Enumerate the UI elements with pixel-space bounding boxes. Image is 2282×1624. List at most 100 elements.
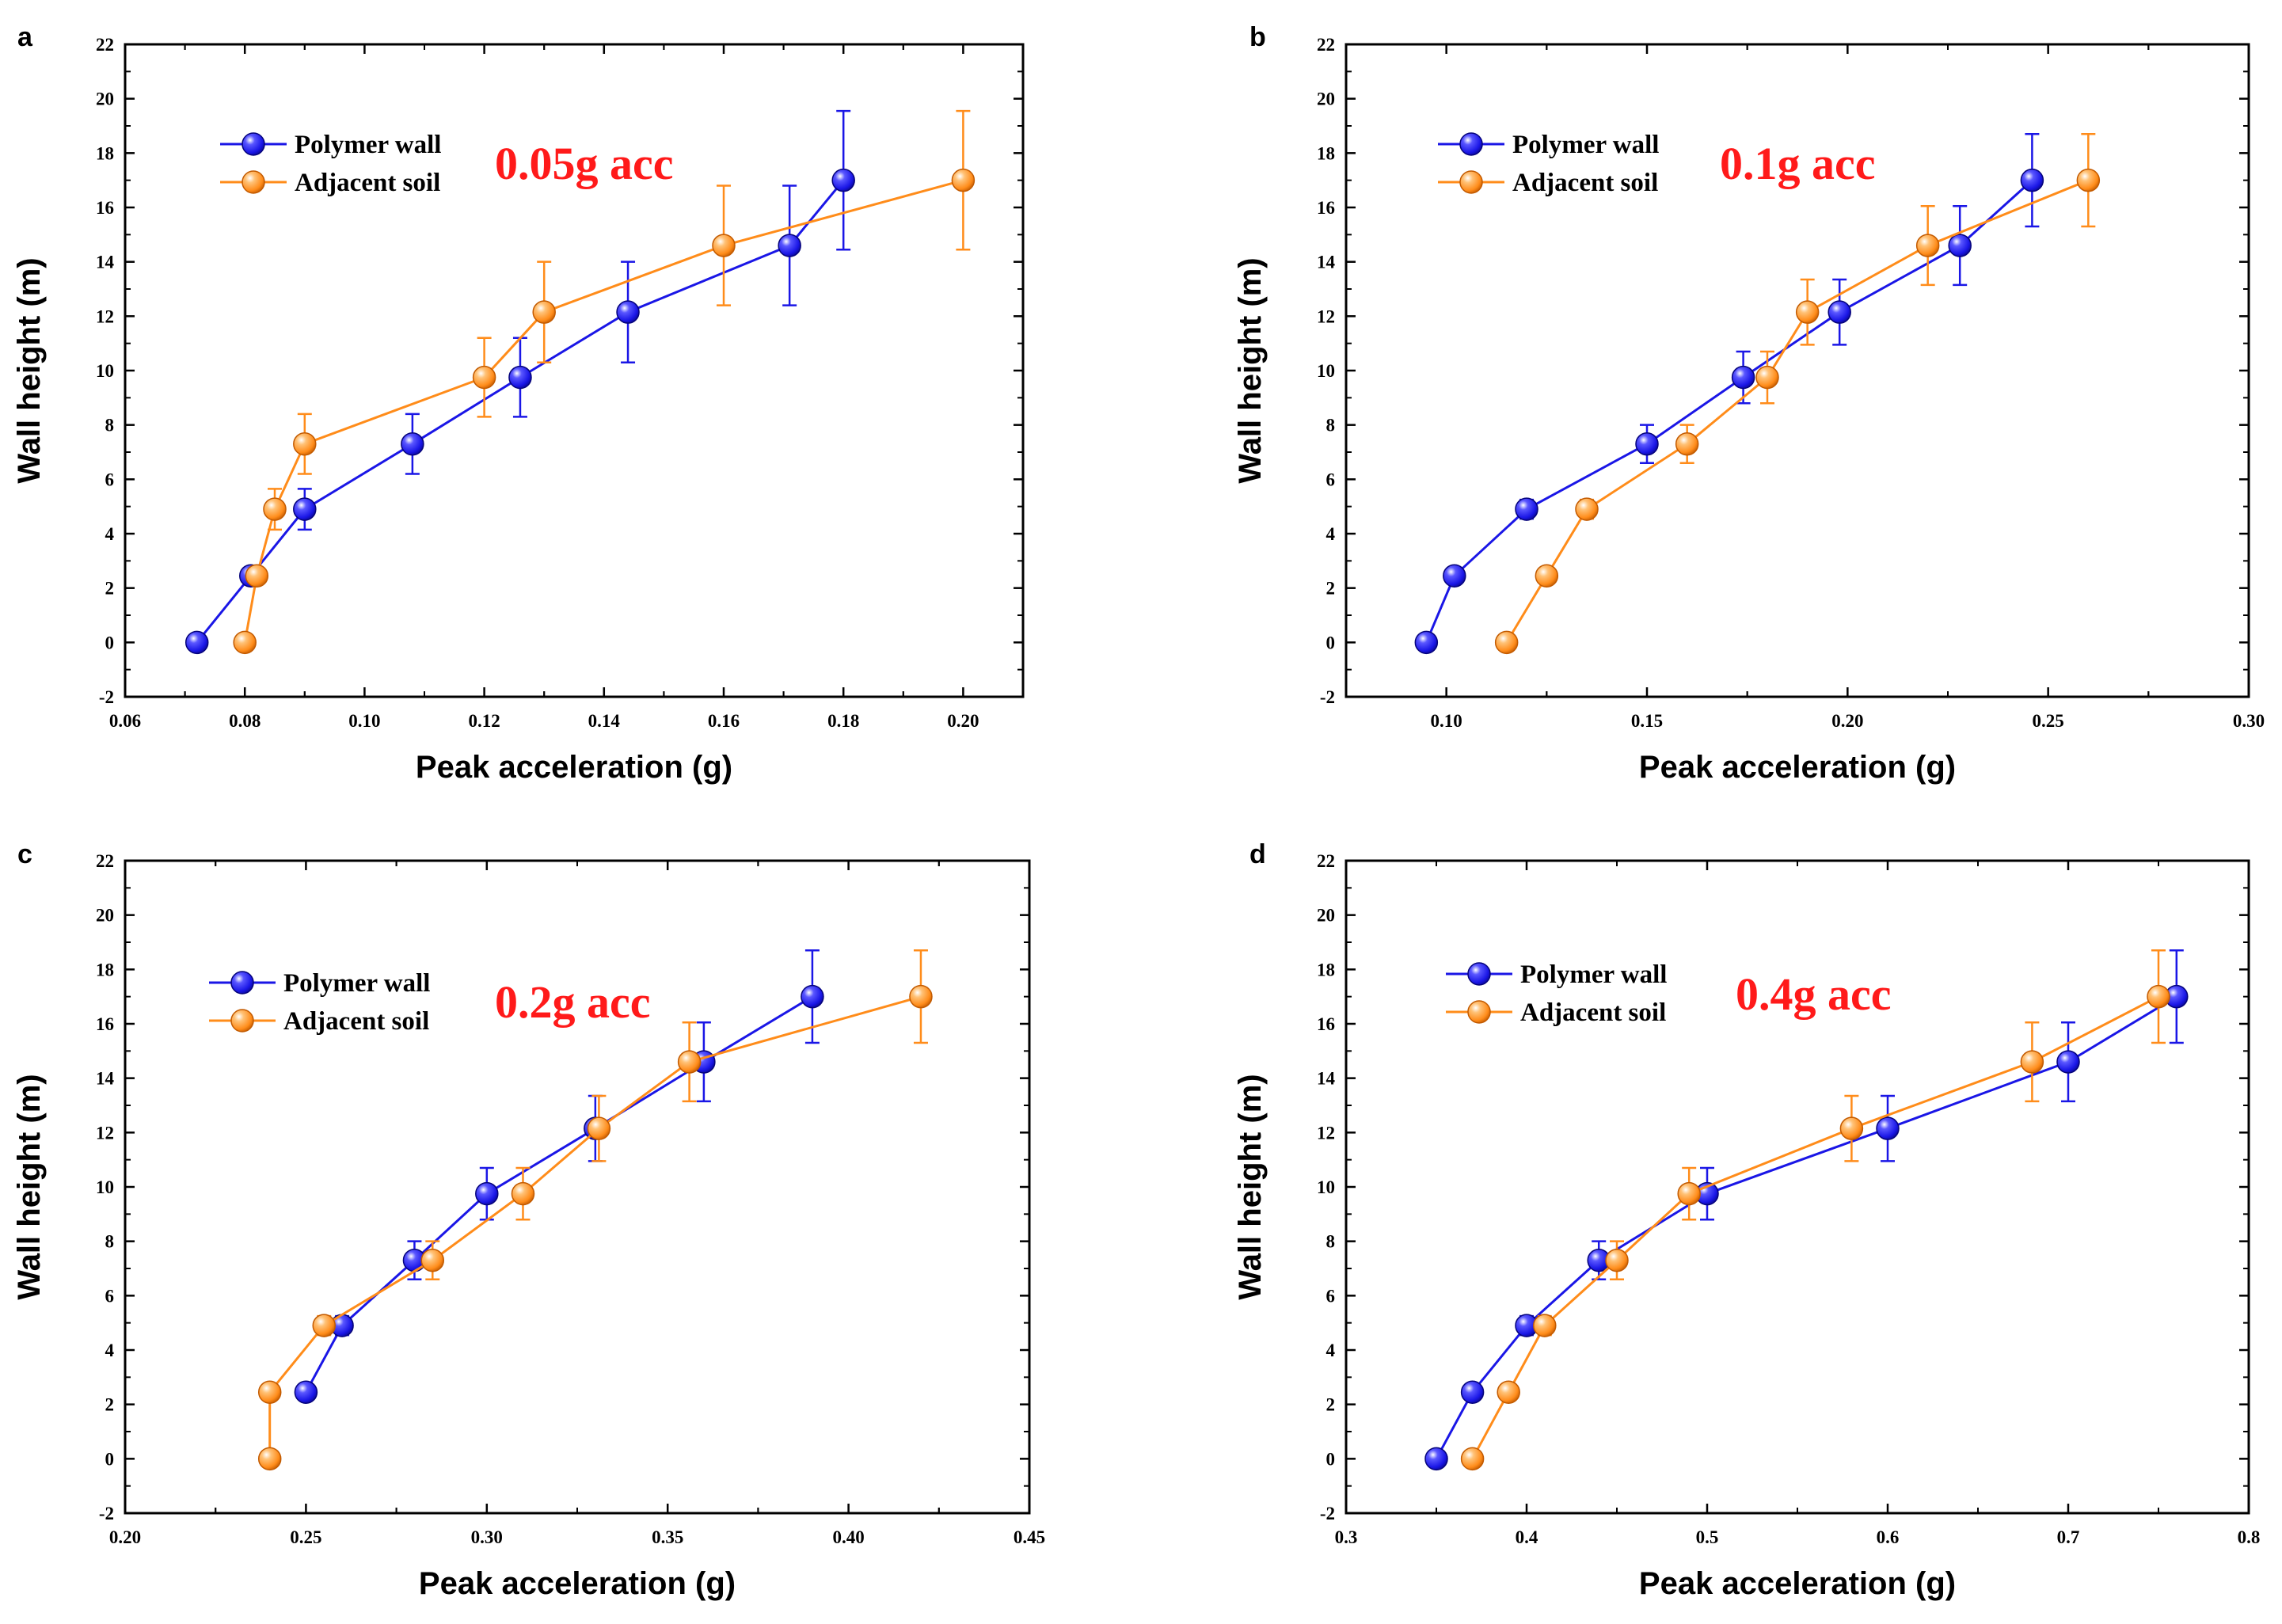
plot-frame [124, 859, 1031, 1515]
y-axis-title: Wall height (m) [1233, 1074, 1268, 1299]
x-tick-label: 0.18 [827, 711, 859, 731]
y-tick-label: 20 [96, 89, 114, 109]
y-tick-label: -2 [99, 1504, 114, 1523]
y-tick-label: 12 [1317, 1123, 1335, 1143]
legend-swatch-marker [1459, 170, 1483, 194]
x-tick-label: 0.10 [1431, 711, 1462, 731]
data-point [472, 365, 496, 390]
acc-annotation: 0.1g acc [1720, 138, 1876, 189]
x-tick-label: 0.20 [947, 711, 979, 731]
legend-swatch-marker [242, 170, 265, 194]
y-tick-label: 18 [1317, 960, 1335, 979]
x-tick-label: 0.7 [2057, 1527, 2080, 1547]
y-tick-label: 2 [105, 579, 115, 599]
data-point [831, 168, 855, 192]
data-point [293, 432, 317, 456]
x-axis-title: Peak acceleration (g) [416, 750, 732, 785]
y-tick-label: 0 [105, 633, 115, 652]
series-blue [1424, 949, 2189, 1471]
data-point [1675, 432, 1699, 456]
x-tick-label: 0.5 [1696, 1527, 1719, 1547]
data-point [1443, 564, 1466, 588]
y-tick-label: 6 [105, 470, 115, 489]
x-tick-label: 0.3 [1335, 1527, 1358, 1547]
y-tick-label: 4 [1326, 1341, 1336, 1360]
data-point [1533, 1314, 1557, 1337]
y-tick-label: 6 [1326, 470, 1336, 489]
data-point [951, 168, 976, 192]
data-point [1915, 234, 1940, 257]
y-tick-label: 12 [1317, 306, 1335, 326]
y-tick-label: 10 [1317, 361, 1335, 381]
panel-b: b -2 0 2 4 6 8 10 12 14 16 18 20 22 0.10 0.15 0.20 0.25 0.… [1233, 22, 2265, 785]
data-point [1575, 497, 1599, 521]
legend: Polymer wall Adjacent soil [1438, 131, 1659, 197]
data-point [294, 1380, 318, 1404]
legend: Polymer wall Adjacent soil [209, 969, 430, 1036]
y-tick-label: -2 [1320, 687, 1335, 707]
data-point [2147, 984, 2170, 1009]
legend-swatch-marker [1467, 962, 1491, 986]
x-tick-label: 0.30 [2233, 711, 2265, 731]
data-point [420, 1248, 445, 1272]
data-point [712, 234, 736, 257]
plot-frame [1344, 859, 2250, 1515]
data-point [1839, 1116, 1864, 1140]
data-point [1515, 497, 1538, 521]
y-tick-label: 4 [105, 1341, 115, 1360]
panel-label: d [1249, 839, 1266, 869]
x-axis-title: Peak acceleration (g) [1639, 1566, 1956, 1601]
data-point [1605, 1248, 1629, 1272]
series-blue [1414, 133, 2044, 655]
x-tick-label: 0.14 [588, 711, 621, 731]
y-tick-label: 18 [96, 143, 114, 163]
y-tick-label: 4 [1326, 524, 1336, 544]
data-point [677, 1050, 702, 1074]
series-orange [257, 949, 933, 1471]
y-tick-label: 16 [1317, 1014, 1335, 1034]
data-point [1460, 1380, 1485, 1404]
data-point [1948, 234, 1972, 257]
x-tick-label: 0.10 [348, 711, 380, 731]
legend-swatch-marker [230, 971, 254, 995]
y-tick-label: 14 [1317, 1069, 1336, 1089]
y-tick-label: 20 [1317, 906, 1335, 926]
data-point [1677, 1181, 1701, 1206]
x-axis-title: Peak acceleration (g) [1639, 750, 1956, 785]
y-tick-label: 14 [96, 1069, 115, 1089]
panel-label: a [17, 22, 33, 52]
acc-annotation: 0.4g acc [1736, 968, 1892, 1020]
y-axis-title: Wall height (m) [1233, 257, 1268, 483]
data-point [532, 300, 556, 324]
series-line [305, 995, 813, 1393]
data-point [1424, 1447, 1448, 1471]
series-line [1424, 179, 2033, 643]
legend-label: Polymer wall [295, 131, 441, 159]
x-tick-label: 0.8 [2238, 1527, 2261, 1547]
y-tick-label: 14 [96, 253, 115, 272]
data-point [508, 365, 532, 390]
acc-annotation: 0.2g acc [495, 976, 651, 1028]
data-point [2076, 168, 2101, 192]
data-point [1828, 300, 1851, 324]
x-tick-label: 0.15 [1631, 711, 1663, 731]
x-tick-label: 0.40 [832, 1527, 864, 1547]
x-tick-label: 0.20 [1831, 711, 1863, 731]
series-blue [184, 109, 855, 655]
y-tick-label: 6 [1326, 1286, 1336, 1306]
acc-annotation: 0.05g acc [495, 138, 674, 189]
legend-label: Polymer wall [1512, 131, 1659, 159]
y-tick-label: 10 [96, 361, 114, 381]
data-point [1494, 630, 1519, 655]
data-point [587, 1116, 611, 1140]
legend-swatch-marker [230, 1009, 254, 1033]
data-point [257, 1380, 282, 1404]
panel-d: d -2 0 2 4 6 8 10 12 14 16 18 20 22 0.3 0.4 0.5 0.6 0.7 0.8… [1233, 839, 2260, 1601]
x-tick-label: 0.25 [290, 1527, 321, 1547]
y-tick-label: 0 [1326, 1449, 1336, 1469]
legend: Polymer wall Adjacent soil [1446, 960, 1667, 1027]
y-tick-label: -2 [1320, 1504, 1335, 1523]
data-point [1535, 564, 1559, 588]
y-tick-label: -2 [99, 687, 114, 707]
